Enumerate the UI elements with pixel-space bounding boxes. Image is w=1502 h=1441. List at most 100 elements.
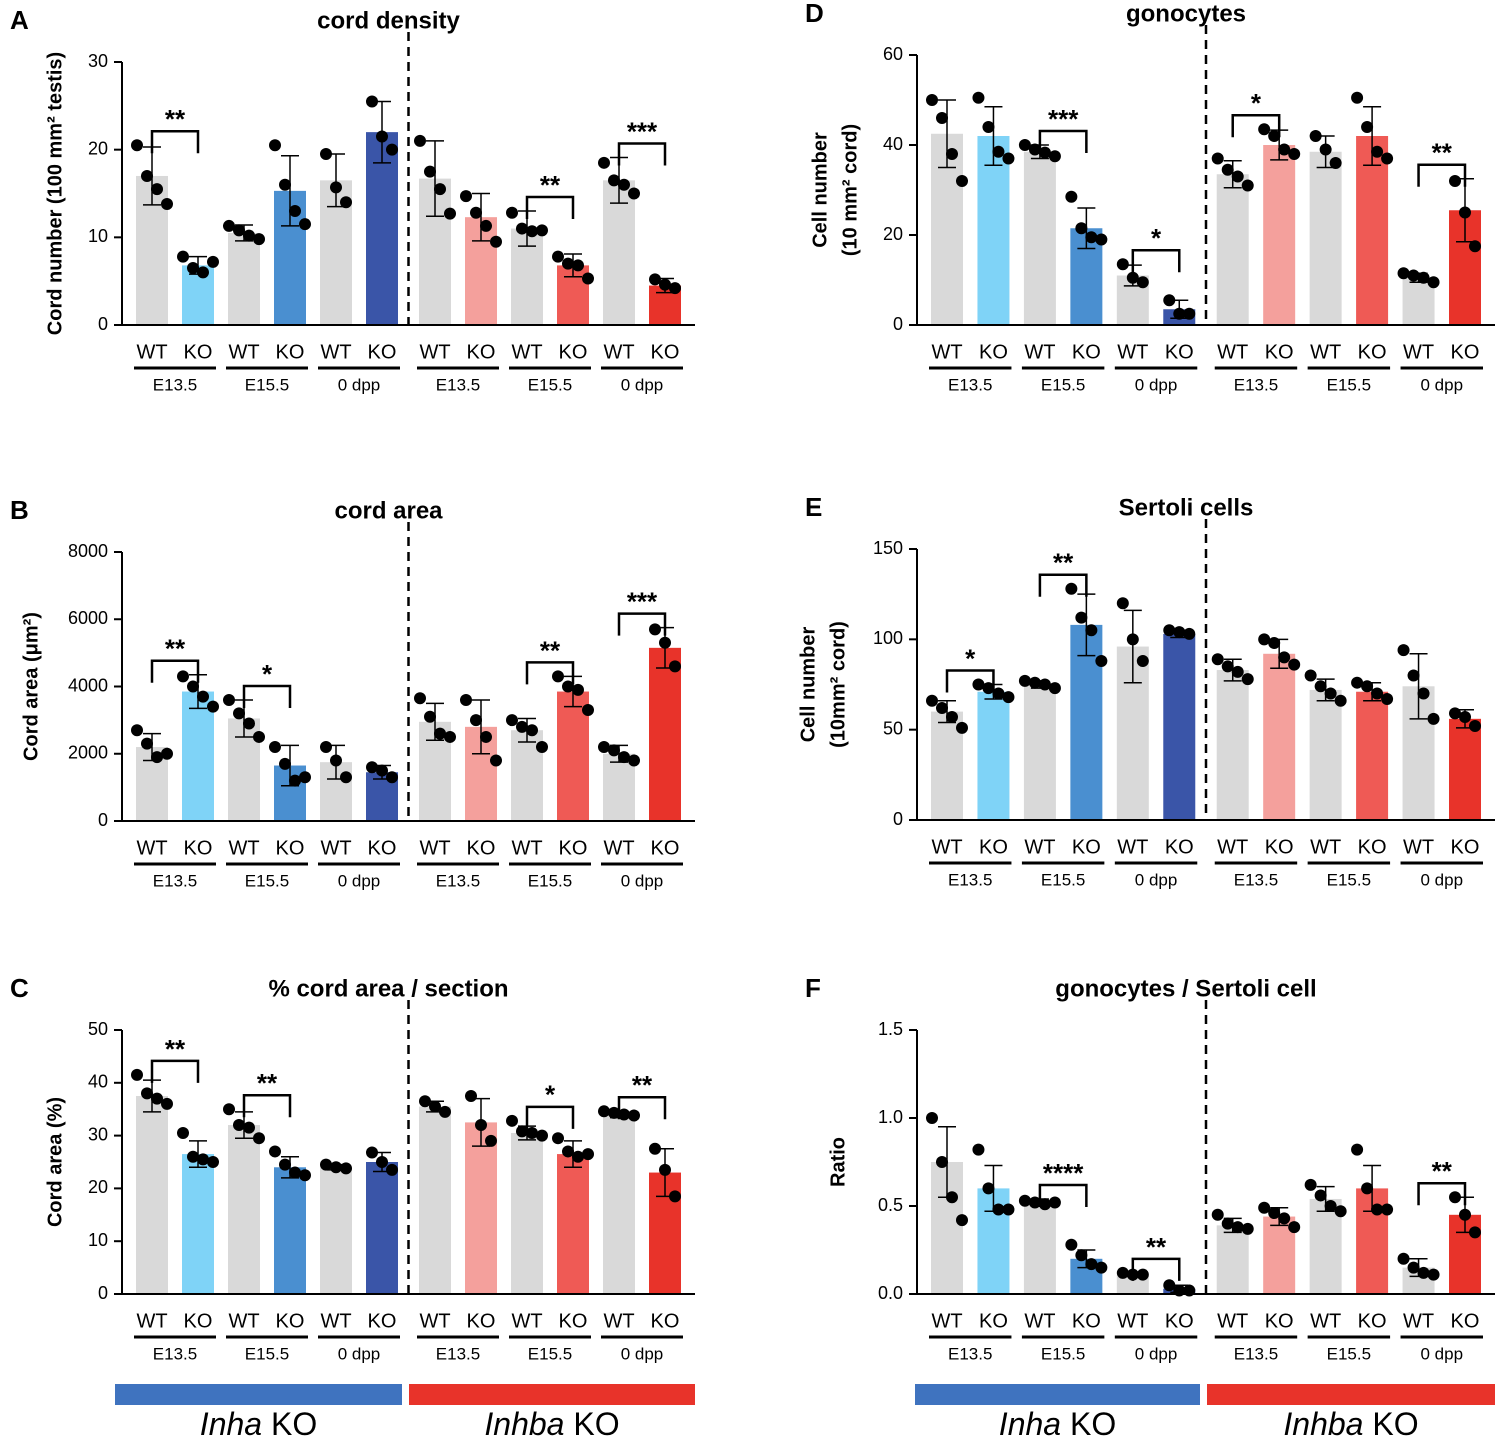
chart-title: % cord area / section <box>268 975 508 1002</box>
data-point <box>151 751 163 764</box>
x-tick-label: WT <box>1310 1310 1341 1332</box>
data-point <box>161 198 173 211</box>
group-label: E15.5 <box>528 871 572 890</box>
x-tick-label: WT <box>1310 836 1341 858</box>
data-point <box>1173 307 1186 320</box>
x-tick-label: WT <box>136 341 167 363</box>
data-point <box>1085 231 1098 244</box>
data-point <box>618 751 630 764</box>
significance-bracket <box>945 669 995 693</box>
data-point <box>1459 1208 1471 1221</box>
x-tick-label: WT <box>320 837 351 859</box>
genotype-bar <box>409 1384 695 1405</box>
x-tick-label: KO <box>651 341 680 363</box>
data-point <box>628 1109 640 1122</box>
group-label: E13.5 <box>948 870 992 889</box>
significance-label: ** <box>165 104 186 134</box>
x-tick-label: WT <box>931 1310 962 1332</box>
data-point <box>1407 269 1420 282</box>
group-label: E13.5 <box>153 375 197 394</box>
x-tick-label: KO <box>1265 341 1294 363</box>
y-axis-label: Cell number <box>809 132 831 248</box>
data-point <box>1075 222 1088 235</box>
data-point <box>946 148 958 160</box>
significance-label: **** <box>1043 1158 1084 1188</box>
group-label: E13.5 <box>1234 1344 1278 1363</box>
data-point <box>424 165 436 178</box>
data-point <box>608 1106 620 1119</box>
data-point <box>572 683 584 696</box>
x-tick-label: KO <box>1165 1310 1194 1332</box>
x-tick-label: WT <box>1117 1310 1148 1332</box>
bar <box>136 1096 168 1294</box>
significance-bracket <box>1131 1257 1181 1281</box>
bar <box>274 1167 306 1294</box>
bar <box>1023 684 1056 820</box>
group-label: E15.5 <box>1041 375 1085 394</box>
panel-letter: B <box>10 495 29 525</box>
group-label: E15.5 <box>1327 1344 1371 1363</box>
data-point <box>480 219 492 232</box>
data-point <box>1136 276 1149 289</box>
y-tick-label: 0 <box>98 810 108 830</box>
y-tick-label: 40 <box>883 134 903 154</box>
data-point <box>552 670 564 683</box>
data-point <box>141 169 153 182</box>
y-tick-label: 4000 <box>68 675 108 695</box>
x-tick-label: WT <box>419 837 450 859</box>
data-point <box>1351 1143 1364 1156</box>
data-point <box>582 272 594 285</box>
y-tick-label: 40 <box>88 1072 108 1092</box>
data-point <box>946 1191 958 1204</box>
panel-letter: E <box>805 492 822 522</box>
data-point <box>269 741 281 754</box>
y-axis-label: Ratio <box>827 1137 849 1187</box>
data-point <box>269 1145 281 1158</box>
data-point <box>207 700 219 713</box>
data-point <box>207 255 219 268</box>
bar <box>182 691 214 821</box>
data-point <box>1126 633 1139 646</box>
data-point <box>1241 673 1254 686</box>
data-point <box>972 678 985 691</box>
bar <box>182 1154 214 1294</box>
x-tick-label: KO <box>184 837 213 859</box>
panel-letter: A <box>10 5 29 35</box>
x-tick-label: KO <box>979 836 1008 858</box>
group-label: 0 dpp <box>621 375 664 394</box>
bar <box>511 1132 543 1294</box>
group-label: E15.5 <box>245 1344 289 1363</box>
data-point <box>289 774 301 787</box>
panel: % cord area / section C 0 10 20 30 40 50 Cord ar… <box>10 973 695 1363</box>
bar <box>419 1106 451 1294</box>
data-point <box>419 1095 431 1108</box>
x-tick-label: KO <box>1451 836 1480 858</box>
data-point <box>177 1126 189 1139</box>
y-tick-label: 6000 <box>68 608 108 628</box>
data-point <box>1314 1189 1327 1202</box>
data-point <box>1278 651 1291 664</box>
data-point <box>982 1182 995 1195</box>
group-label: E13.5 <box>948 375 992 394</box>
significance-bracket <box>617 142 667 166</box>
data-point <box>1449 1191 1461 1204</box>
x-tick-label: KO <box>1072 341 1101 363</box>
data-point <box>1334 1205 1347 1218</box>
significance-label: * <box>545 1080 556 1110</box>
bar <box>603 1114 635 1294</box>
data-point <box>470 714 482 727</box>
x-tick-label: KO <box>467 1310 496 1332</box>
data-point <box>1397 644 1410 657</box>
chart-title: gonocytes <box>1126 0 1246 27</box>
significance-bracket <box>1038 129 1088 153</box>
data-point <box>1309 130 1322 142</box>
data-point <box>141 737 153 750</box>
data-point <box>1211 653 1224 666</box>
x-tick-label: KO <box>1265 1310 1294 1332</box>
bar <box>1356 691 1389 820</box>
y-tick-label: 100 <box>873 628 903 648</box>
gene-name: Inha <box>999 1406 1061 1441</box>
y-tick-label: 60 <box>883 44 903 64</box>
data-point <box>187 1150 199 1163</box>
panel: Sertoli cells E 0 50 100 150 Cell number (10mm²… <box>797 492 1495 889</box>
